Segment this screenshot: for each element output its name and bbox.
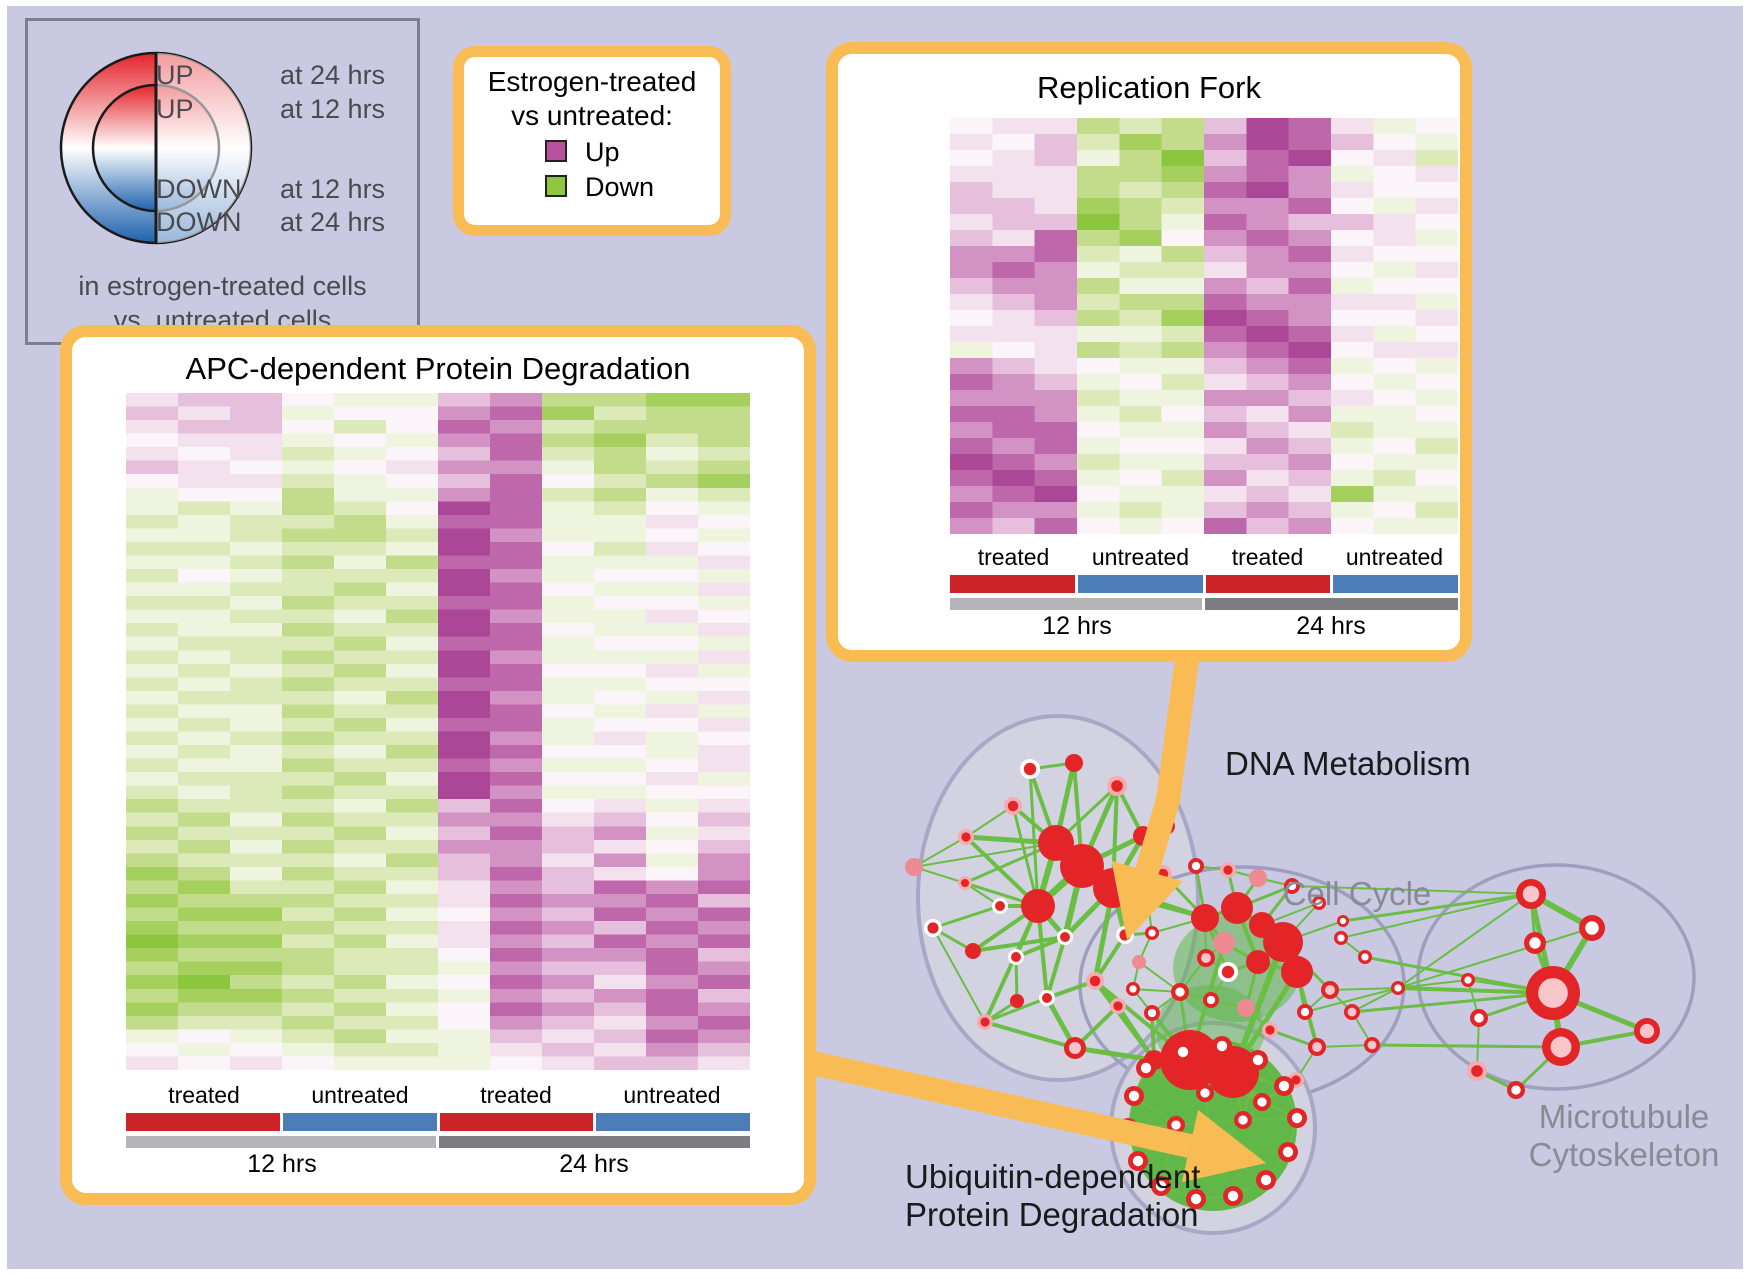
rf-time-bars — [950, 598, 1458, 610]
ubiquitin-label-line1: Ubiquitin-dependent — [905, 1158, 1201, 1195]
rf-time-label-0: 12 hrs — [1042, 612, 1112, 640]
down-legend-label: Down — [585, 172, 655, 202]
rf-group-labels: treated untreated treated untreated — [950, 544, 1458, 572]
apc-condition-bar-2 — [439, 1113, 594, 1131]
down-12-label: DOWN — [156, 174, 242, 204]
replication-fork-title: Replication Fork — [1037, 70, 1261, 105]
apc-time-label-1: 24 hrs — [559, 1150, 629, 1178]
arrow-replication-fork-to-dna — [1135, 650, 1200, 875]
apc-time-label-0: 12 hrs — [247, 1150, 317, 1178]
rf-group-label-2: treated — [1231, 544, 1304, 570]
rf-time-labels: 12 hrs 24 hrs — [950, 612, 1458, 644]
down-12-time: at 12 hrs — [280, 174, 386, 204]
rf-group-label-1: untreated — [1091, 544, 1190, 570]
rf-heatmap-cells — [950, 118, 1459, 535]
cell-cycle-label: Cell Cycle — [1282, 875, 1432, 912]
rf-group-label-3: untreated — [1345, 544, 1444, 570]
apc-group-label-2: treated — [480, 1082, 552, 1108]
apc-group-bars — [126, 1113, 750, 1131]
apc-time-labels: 12 hrs 24 hrs — [126, 1150, 750, 1182]
at-12-label: at 12 hrs — [280, 94, 386, 124]
up-color-swatch — [545, 140, 567, 162]
down-24-time: at 24 hrs — [280, 207, 386, 237]
arrow-apc-to-ubiquitin — [805, 1050, 1193, 1158]
apc-group-label-3: untreated — [623, 1082, 721, 1108]
estrogen-legend-title-line2: vs untreated: — [511, 100, 673, 131]
concentric-circles-graphic — [59, 51, 253, 245]
microtubule-outline — [1416, 863, 1696, 1091]
replication-fork-box: Replication Fork treated untreated treated… — [826, 42, 1472, 662]
at-24-label: at 24 hrs — [280, 60, 386, 90]
expression-circle-legend: UP at 24 hrs UP at 12 hrs DOWN at 12 hrs… — [25, 18, 420, 345]
ubiquitin-degradation-label: Ubiquitin-dependent Protein Degradation — [905, 1158, 1201, 1234]
rf-heatmap-grid — [950, 118, 1459, 535]
rf-condition-bar-2 — [1205, 575, 1331, 593]
apc-group-label-1: untreated — [311, 1082, 409, 1108]
ubiquitin-label-line2: Protein Degradation — [905, 1196, 1199, 1233]
down-color-swatch — [545, 175, 567, 197]
apc-condition-bar-0 — [126, 1113, 280, 1131]
rf-condition-bar-0 — [950, 575, 1075, 593]
apc-degradation-title: APC-dependent Protein Degradation — [185, 351, 691, 386]
down-24-label: DOWN — [156, 207, 242, 237]
microtubule-label-line2: Cytoskeleton — [1528, 1136, 1720, 1173]
dna-metabolism-label: DNA Metabolism — [1225, 745, 1471, 782]
rf-group-bars — [950, 575, 1458, 593]
estrogen-legend-box: Estrogen-treated vs untreated: Up Down — [453, 46, 731, 236]
network-nodes — [905, 754, 1660, 1209]
apc-time-bars — [126, 1136, 750, 1148]
up-12-label: UP — [156, 94, 194, 124]
rf-condition-bar-1 — [1077, 575, 1203, 593]
microtubule-cytoskeleton-label: Microtubule Cytoskeleton — [1484, 1098, 1750, 1174]
estrogen-legend-title-line1: Estrogen-treated — [487, 66, 697, 97]
rf-group-label-0: treated — [977, 544, 1050, 570]
up-legend-label: Up — [585, 137, 620, 167]
apc-heatmap-cells — [126, 393, 751, 1071]
up-24-label: UP — [156, 60, 194, 90]
rf-condition-bar-3 — [1333, 575, 1458, 593]
apc-degradation-box: APC-dependent Protein Degradation treate… — [60, 325, 816, 1205]
apc-time-bar-24hrs — [439, 1136, 750, 1148]
apc-condition-bar-3 — [596, 1113, 750, 1131]
apc-group-label-0: treated — [168, 1082, 240, 1108]
rf-time-bar-24hrs — [1205, 598, 1458, 610]
microtubule-label-line1: Microtubule — [1538, 1098, 1710, 1135]
rf-time-label-1: 24 hrs — [1296, 612, 1366, 640]
apc-heatmap-grid — [126, 393, 751, 1071]
apc-group-labels: treated untreated treated untreated — [126, 1082, 750, 1110]
apc-condition-bar-1 — [282, 1113, 437, 1131]
rf-time-bar-12hrs — [950, 598, 1202, 610]
circle-legend-caption-1: in estrogen-treated cells — [78, 271, 367, 301]
apc-time-bar-12hrs — [126, 1136, 436, 1148]
